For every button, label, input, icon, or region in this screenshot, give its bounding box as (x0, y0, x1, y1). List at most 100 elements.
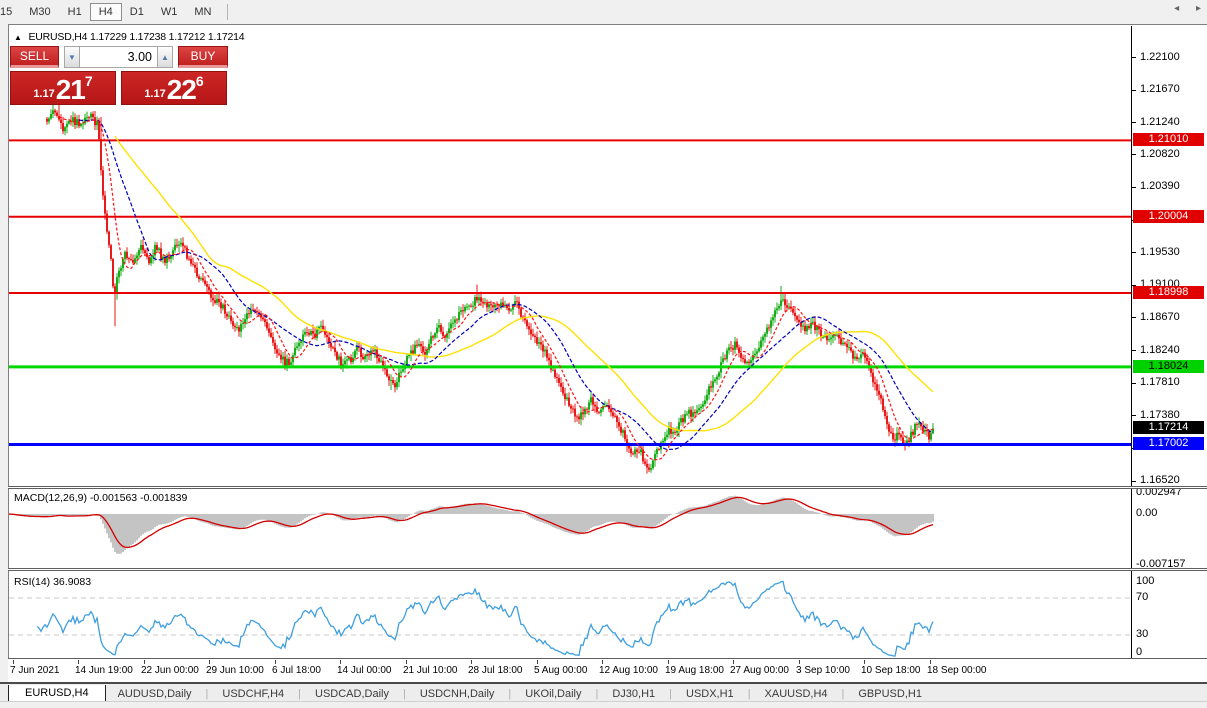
time-tick-mark (209, 660, 210, 664)
horizontal-level-lines (9, 139, 1131, 446)
price-tick-mark (1132, 350, 1136, 351)
price-axis[interactable]: 1.221001.216701.212401.208201.203901.199… (1132, 26, 1207, 672)
price-level-label: 1.20004 (1133, 210, 1204, 223)
volume-increase-button[interactable]: ▲ (157, 46, 173, 68)
chart-tab-usdcnh-daily[interactable]: USDCNH,Daily (419, 687, 495, 700)
time-tick-mark (864, 660, 865, 664)
price-axis-border (1131, 26, 1132, 672)
price-tick-label: 1.16520 (1140, 474, 1180, 486)
timeframe-toolbar: 15 M30 H1 H4 D1 W1 MN (0, 0, 1207, 23)
chart-tab-usdchf-h4[interactable]: USDCHF,H4 (222, 687, 285, 700)
tab-scroll-buttons: ◂ ▸ (1160, 3, 1201, 14)
toolbar-separator (227, 3, 229, 20)
bull-candle-wicks (48, 105, 934, 473)
time-axis-label: 18 Sep 00:00 (927, 665, 987, 676)
price-tick-label: 1.21670 (1140, 83, 1180, 95)
chart-ohlc-values: 1.17229 1.17238 1.17212 1.17214 (90, 31, 245, 43)
timeframe-d1[interactable]: D1 (129, 5, 144, 18)
rsi-axis-label: 0 (1136, 646, 1143, 658)
one-click-trading-widget: SELL ▼ ▲ BUY 1.17 21 7 1.17 22 6 (10, 46, 229, 105)
time-axis-label: 12 Aug 10:00 (599, 665, 658, 676)
chart-tab-xauusd-h4[interactable]: XAUUSD,H4 (764, 687, 828, 700)
timeframe-m30[interactable]: M30 (29, 5, 51, 18)
timeframe-15[interactable]: 15 (0, 5, 13, 18)
rsi-axis-label: 100 (1136, 575, 1155, 587)
time-tick-mark (275, 660, 276, 664)
volume-input[interactable] (80, 46, 157, 68)
tab-divider: | (669, 687, 672, 700)
time-tick-mark (602, 660, 603, 664)
bear-candle-wicks (46, 98, 930, 474)
chart-tab-gbpusd-h1[interactable]: GBPUSD,H1 (858, 687, 922, 700)
rsi-levels (9, 597, 1131, 636)
chart-tab-bar: EURUSD,H4 AUDUSD,Daily | USDCHF,H4 | USDCAD,D… (0, 682, 1207, 703)
time-tick-mark (930, 660, 931, 664)
price-tick-label: 1.18240 (1140, 344, 1180, 356)
sell-button[interactable]: SELL (10, 46, 59, 68)
time-axis-splitter (8, 658, 1207, 660)
price-tick-label: 1.21240 (1140, 116, 1180, 128)
price-tick-mark (1132, 154, 1136, 155)
timeframe-mn[interactable]: MN (194, 5, 212, 18)
macd-signal-line (9, 496, 934, 549)
ask-price-prefix: 1.17 (144, 88, 166, 100)
price-tick-mark (1132, 285, 1136, 286)
tab-divider: | (508, 687, 512, 700)
tab-divider: | (595, 687, 599, 700)
price-level-label: 1.18998 (1133, 286, 1204, 299)
status-strip (0, 701, 1207, 708)
chart-tab-audusd-daily[interactable]: AUDUSD,Daily (117, 687, 192, 700)
ask-price-panel[interactable]: 1.17 22 6 (121, 71, 227, 105)
rsi-line (36, 580, 934, 657)
chart-tab-dj30-h1[interactable]: DJ30,H1 (612, 687, 656, 700)
collapse-chart-icon[interactable]: ▲ (14, 33, 22, 42)
current-price-label: 1.17214 (1133, 421, 1204, 434)
chart-symbol-label: EURUSD,H4 (28, 31, 88, 43)
chart-tab-eurusd-h4[interactable]: EURUSD,H4 (8, 685, 106, 702)
bull-candle-bodies (48, 110, 934, 470)
time-axis-label: 14 Jun 19:00 (75, 665, 133, 676)
price-tick-label: 1.17810 (1140, 376, 1180, 388)
time-axis-label: 3 Sep 10:00 (796, 665, 850, 676)
chart-tab-usdx-h1[interactable]: USDX,H1 (686, 687, 734, 700)
time-tick-mark (13, 660, 14, 664)
bid-price-pip: 7 (84, 73, 93, 89)
time-axis-label: 7 Jun 2021 (10, 665, 60, 676)
price-tick-mark (1132, 90, 1136, 91)
chart-window (8, 24, 1207, 683)
time-tick-mark (78, 660, 79, 664)
timeframe-w1[interactable]: W1 (160, 5, 178, 18)
candlestick-chart[interactable] (9, 26, 1131, 658)
volume-decrease-button[interactable]: ▼ (64, 46, 80, 68)
chart-tab-ukoil-daily[interactable]: UKOil,Daily (525, 687, 582, 700)
bid-price-panel[interactable]: 1.17 21 7 (10, 71, 116, 105)
macd-pane-splitter[interactable] (8, 486, 1207, 489)
rsi-pane-splitter[interactable] (8, 568, 1207, 571)
timeframe-h4[interactable]: H4 (89, 2, 122, 21)
chart-header: ▲ EURUSD,H4 1.17229 1.17238 1.17212 1.17… (14, 31, 245, 43)
time-axis[interactable]: 7 Jun 2021 14 Jun 19:00 22 Jun 00:00 29 Jun… (8, 660, 1207, 682)
time-axis-label: 5 Aug 00:00 (534, 665, 588, 676)
time-tick-mark (733, 660, 734, 664)
price-tick-label: 1.19530 (1140, 246, 1180, 258)
tab-scroll-left-icon[interactable]: ◂ (1174, 3, 1180, 14)
price-tick-label: 1.18670 (1140, 311, 1180, 323)
price-tick-mark (1132, 122, 1136, 123)
price-tick-mark (1132, 187, 1136, 188)
time-axis-label: 28 Jul 18:00 (468, 665, 523, 676)
time-tick-mark (471, 660, 472, 664)
rsi-indicator-label: RSI(14) 36.9083 (14, 576, 92, 588)
timeframe-h1[interactable]: H1 (67, 5, 82, 18)
time-tick-mark (537, 660, 538, 664)
chart-tab-usdcad-daily[interactable]: USDCAD,Daily (315, 687, 389, 700)
time-axis-label: 29 Jun 10:00 (206, 665, 264, 676)
time-tick-mark (668, 660, 669, 664)
macd-indicator-label: MACD(12,26,9) -0.001563 -0.001839 (14, 492, 188, 504)
buy-button[interactable]: BUY (178, 46, 228, 68)
tab-divider: | (747, 687, 751, 700)
time-tick-mark (144, 660, 145, 664)
tab-divider: | (402, 687, 406, 700)
macd-axis-label: 0.002947 (1136, 486, 1182, 498)
tab-scroll-right-icon[interactable]: ▸ (1195, 3, 1201, 14)
